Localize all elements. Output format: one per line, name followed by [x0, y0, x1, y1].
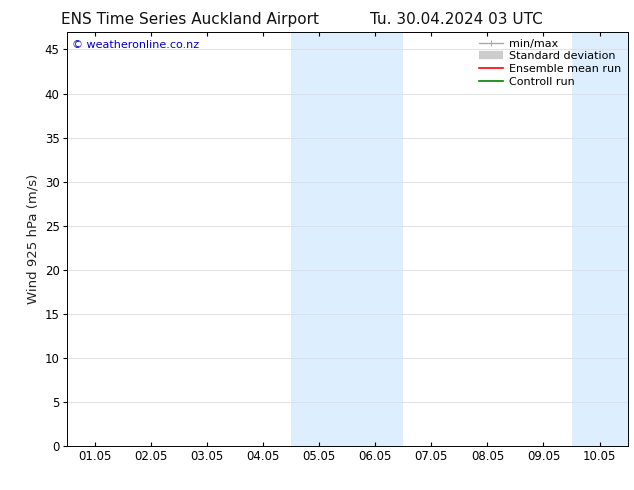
Text: © weatheronline.co.nz: © weatheronline.co.nz — [72, 40, 199, 50]
Bar — [291, 32, 347, 446]
Legend: min/max, Standard deviation, Ensemble mean run, Controll run: min/max, Standard deviation, Ensemble me… — [474, 34, 625, 91]
Y-axis label: Wind 925 hPa (m/s): Wind 925 hPa (m/s) — [26, 174, 39, 304]
Bar — [347, 32, 403, 446]
Text: ENS Time Series Auckland Airport: ENS Time Series Auckland Airport — [61, 12, 319, 27]
Bar — [571, 32, 628, 446]
Text: Tu. 30.04.2024 03 UTC: Tu. 30.04.2024 03 UTC — [370, 12, 543, 27]
